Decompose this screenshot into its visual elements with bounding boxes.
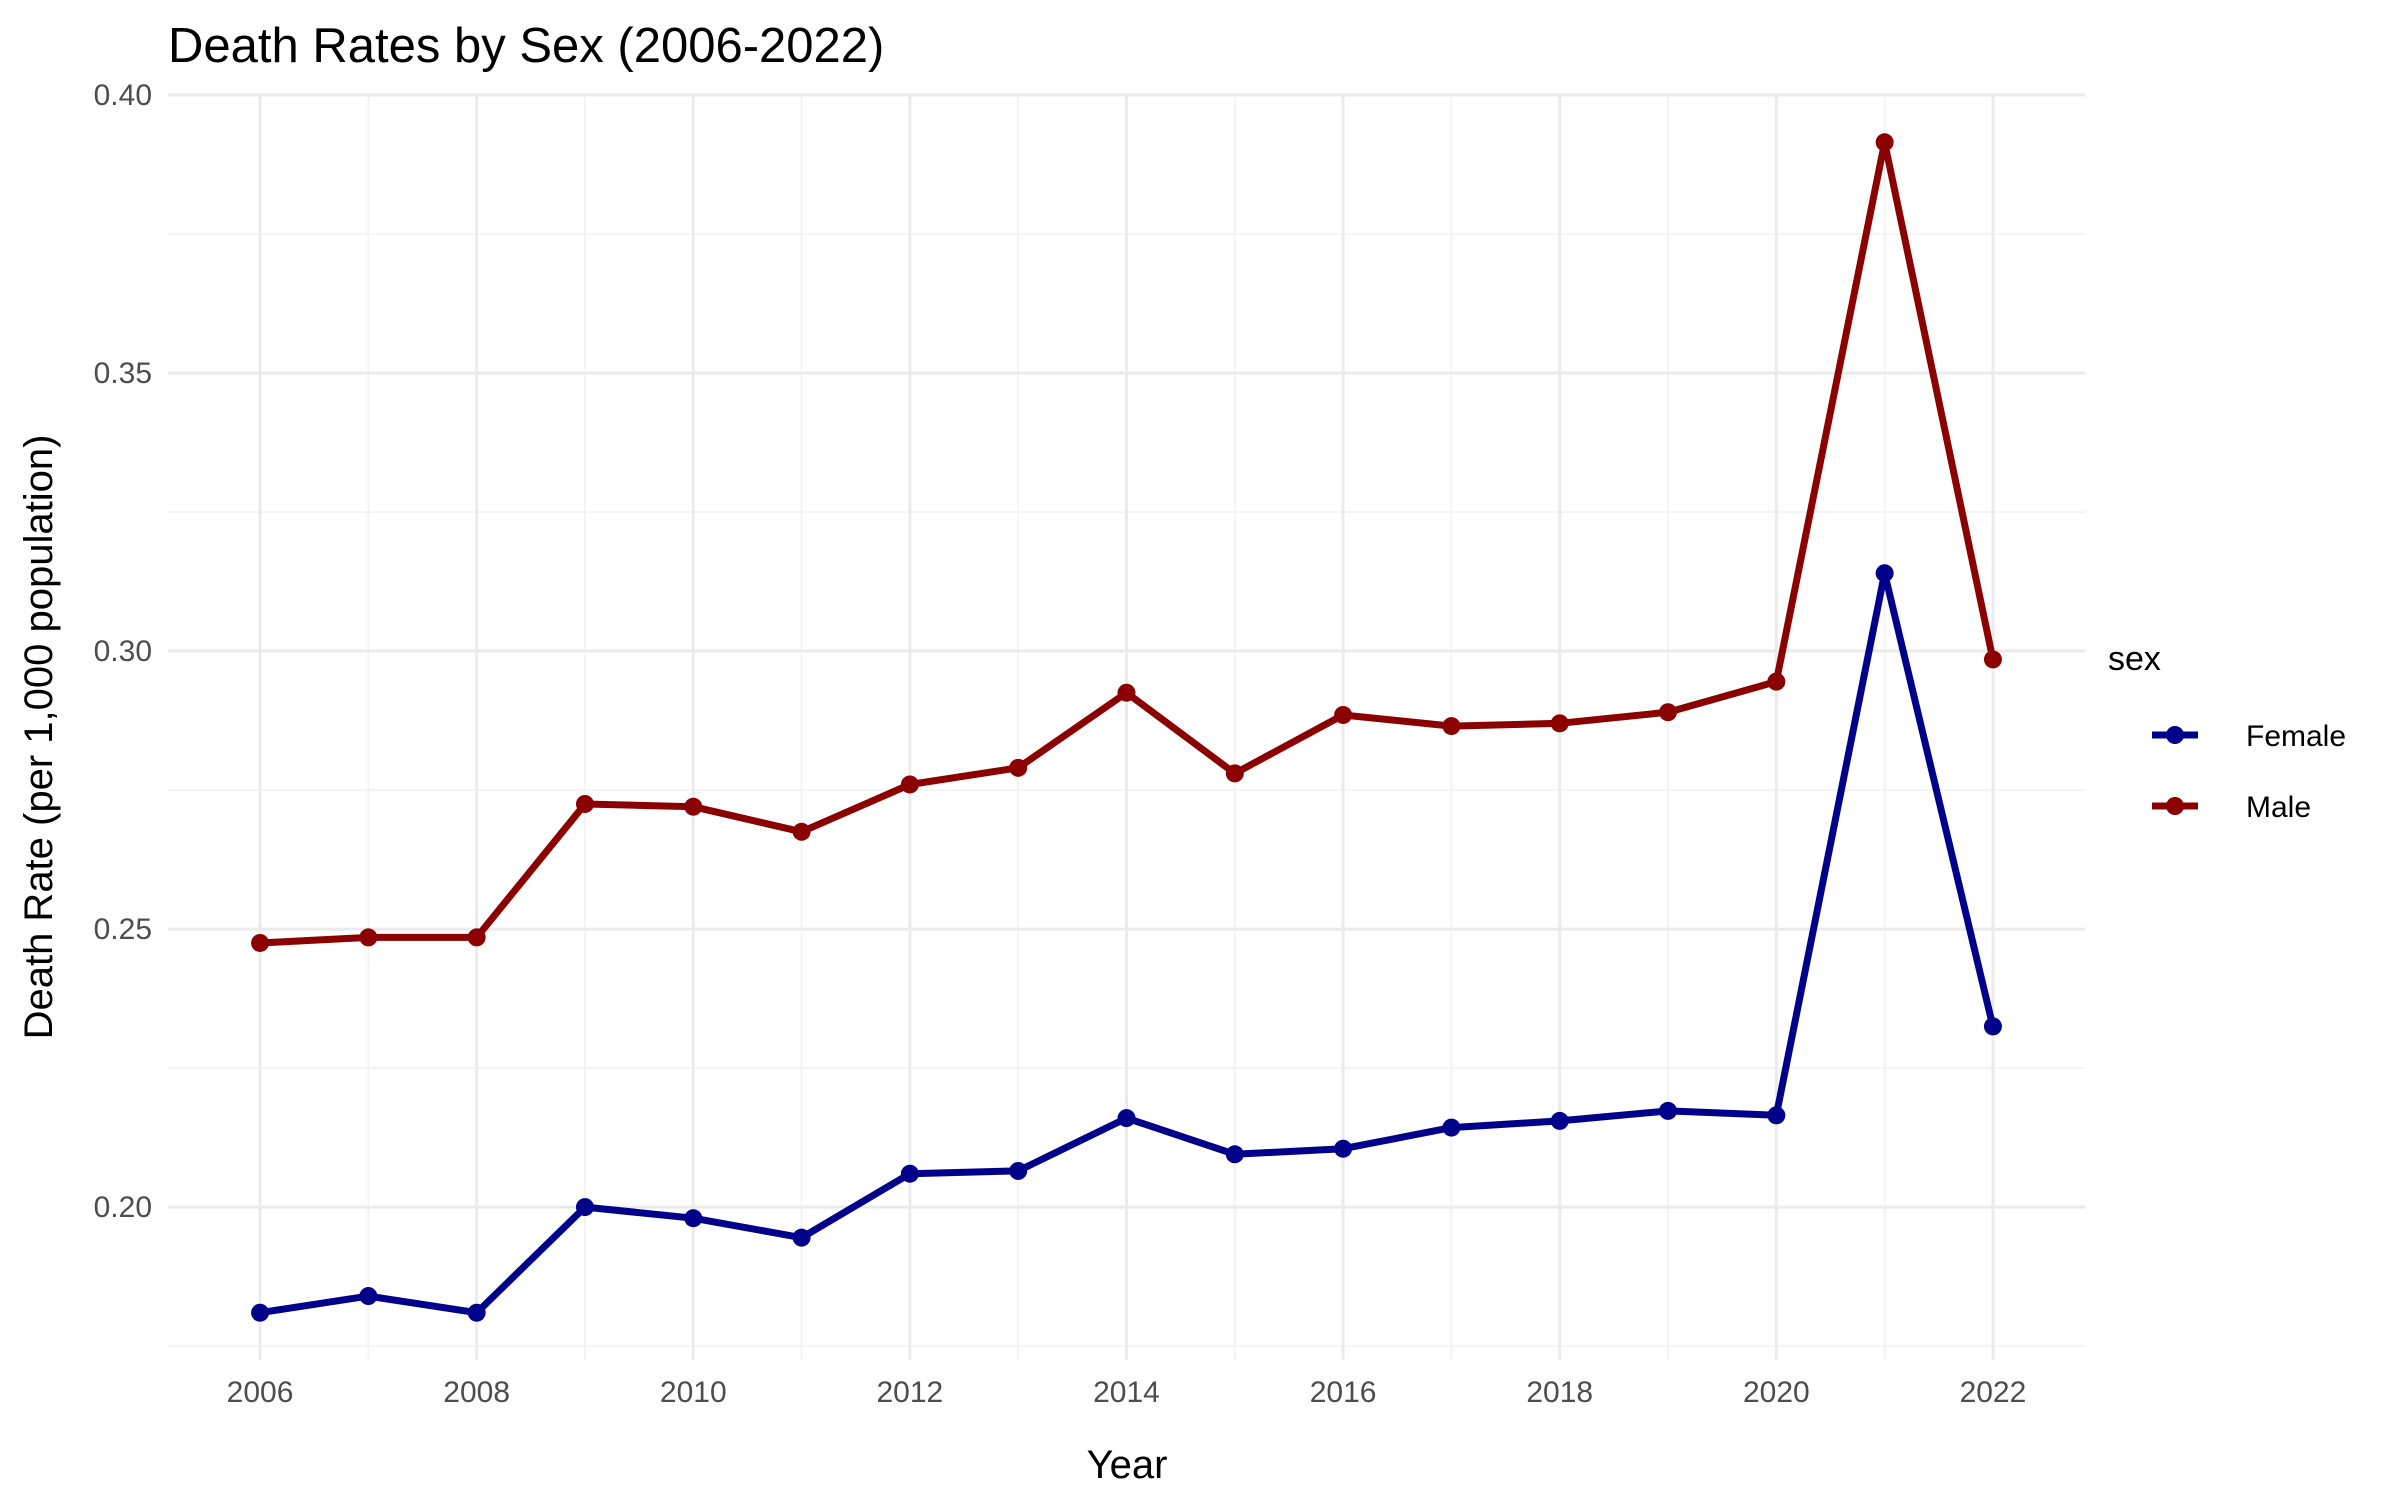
x-tick-label: 2018 [1526,1376,1593,1409]
y-tick-labels: 0.20 0.25 0.30 0.35 0.40 [94,79,152,1224]
data-point-female [792,1228,811,1247]
legend-key-point-female [2166,726,2184,744]
data-point-male [1550,714,1569,733]
data-point-male [1117,683,1136,702]
data-point-female [1550,1111,1569,1130]
x-tick-label: 2006 [227,1376,294,1409]
y-axis-title: Death Rate (per 1,000 population) [17,435,61,1040]
y-tick-label: 0.20 [94,1191,152,1224]
data-point-female [1767,1106,1786,1125]
data-point-female [1659,1101,1678,1120]
data-point-female [251,1303,270,1322]
x-tick-label: 2010 [660,1376,727,1409]
legend-title: sex [2108,640,2161,678]
data-point-male [1442,717,1461,736]
y-tick-label: 0.30 [94,635,152,668]
y-tick-label: 0.25 [94,913,152,946]
data-point-female [1875,564,1894,583]
data-point-female [467,1303,486,1322]
x-tick-labels: 2006 2008 2010 2012 2014 2016 2018 2020 2022 [227,1376,2027,1409]
chart-title: Death Rates by Sex (2006-2022) [168,19,884,73]
data-point-male [1983,650,2002,669]
data-point-female [900,1164,919,1183]
data-point-male [1767,672,1786,691]
x-tick-label: 2008 [443,1376,510,1409]
legend-key-point-male [2166,797,2184,815]
data-point-female [1983,1017,2002,1036]
data-point-male [792,822,811,841]
data-point-female [575,1198,594,1217]
data-point-male [684,797,703,816]
data-point-male [359,928,378,947]
data-point-male [1009,758,1028,777]
x-tick-label: 2014 [1093,1376,1160,1409]
legend: sex Female Male [2108,640,2346,824]
y-tick-label: 0.40 [94,79,152,112]
major-gridlines [168,93,2085,1360]
data-point-female [684,1209,703,1228]
x-tick-label: 2020 [1743,1376,1810,1409]
x-tick-label: 2012 [877,1376,944,1409]
data-point-male [1659,703,1678,722]
data-point-female [1225,1145,1244,1164]
data-point-female [1117,1109,1136,1128]
y-tick-label: 0.35 [94,357,152,390]
x-axis-title: Year [1087,1443,1168,1487]
data-point-male [575,794,594,813]
data-point-female [1009,1161,1028,1180]
data-point-male [251,933,270,952]
data-point-male [900,775,919,794]
x-tick-label: 2016 [1310,1376,1377,1409]
legend-label-male: Male [2246,791,2311,824]
data-point-male [1875,133,1894,152]
data-point-female [359,1287,378,1306]
data-points [251,133,2002,1322]
data-point-male [1334,705,1353,724]
legend-item-female: Female [2152,720,2346,753]
data-point-female [1442,1118,1461,1137]
x-tick-label: 2022 [1960,1376,2027,1409]
data-point-female [1334,1139,1353,1158]
legend-item-male: Male [2152,791,2311,824]
data-point-male [1225,764,1244,783]
legend-label-female: Female [2246,720,2346,753]
data-point-male [467,928,486,947]
